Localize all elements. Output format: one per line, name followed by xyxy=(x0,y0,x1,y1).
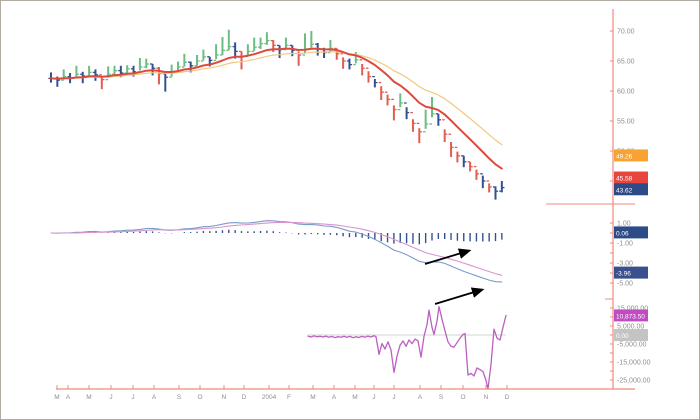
value-badge-text: 43.62 xyxy=(616,187,633,194)
month-label: O xyxy=(197,394,202,401)
value-badge-osc-value xyxy=(614,309,648,322)
oscillator-line xyxy=(307,305,507,390)
y-axis-label: 70.00 xyxy=(617,29,635,36)
month-label: D xyxy=(505,394,510,401)
value-badge-last-price xyxy=(614,183,648,196)
month-label: A xyxy=(152,394,157,401)
value-badge-text: 45.58 xyxy=(616,176,633,183)
month-label: J xyxy=(131,394,134,401)
value-badge-text: 0.06 xyxy=(616,230,629,237)
month-label: S xyxy=(177,394,182,401)
month-label: N xyxy=(484,394,489,401)
value-badge-osc-zero xyxy=(614,329,648,341)
y-axis-label: -15,000.00 xyxy=(617,360,651,367)
y-axis-label: 1.00 xyxy=(617,221,631,228)
macd-line xyxy=(50,220,503,283)
month-label: M xyxy=(352,394,357,401)
month-label: N xyxy=(222,394,227,401)
value-badge-ema-slow-value xyxy=(614,149,648,162)
month-label: M xyxy=(310,394,315,401)
month-label: J xyxy=(109,394,112,401)
y-axis-label: -1.00 xyxy=(617,241,633,248)
y-axis-label: 55.00 xyxy=(617,119,635,126)
trend-arrow-annotation xyxy=(434,287,485,305)
month-label: D xyxy=(242,394,247,401)
month-label: O xyxy=(460,394,465,401)
ema-fast-line xyxy=(50,47,503,170)
y-axis-label: 65.00 xyxy=(617,59,635,66)
y-axis-label: 60.00 xyxy=(617,89,635,96)
month-label: A xyxy=(418,394,423,401)
month-label: M xyxy=(54,394,59,401)
y-axis-label: -25,000.00 xyxy=(617,378,651,385)
macd-signal-line xyxy=(50,221,503,276)
ema-slow-line xyxy=(50,51,503,146)
month-label: F xyxy=(287,394,291,401)
month-label: A xyxy=(332,394,337,401)
value-badge-macd-value xyxy=(614,266,648,279)
month-label: J xyxy=(392,394,395,401)
month-label: 2004 xyxy=(262,394,277,401)
month-label: A xyxy=(66,394,71,401)
y-axis-label: 5,000.00 xyxy=(617,324,644,331)
value-badge-text: 0.00 xyxy=(616,333,629,340)
month-label: M xyxy=(86,394,91,401)
y-axis-label: -5.00 xyxy=(617,281,633,288)
value-badge-text: 49.26 xyxy=(616,153,633,160)
value-badge-text: -3.96 xyxy=(616,271,631,278)
y-axis-label: -5,000.00 xyxy=(617,342,647,349)
trend-arrow-annotation xyxy=(424,248,472,265)
value-badge-text: 10,873.50 xyxy=(616,313,645,320)
month-label: S xyxy=(439,394,444,401)
month-label: J xyxy=(372,394,375,401)
value-badge-macd-hist-value xyxy=(614,226,648,239)
value-badge-ema-fast-value xyxy=(614,171,648,184)
y-axis-label: 15,000.00 xyxy=(617,306,648,313)
y-axis-label: -3.00 xyxy=(617,261,633,268)
